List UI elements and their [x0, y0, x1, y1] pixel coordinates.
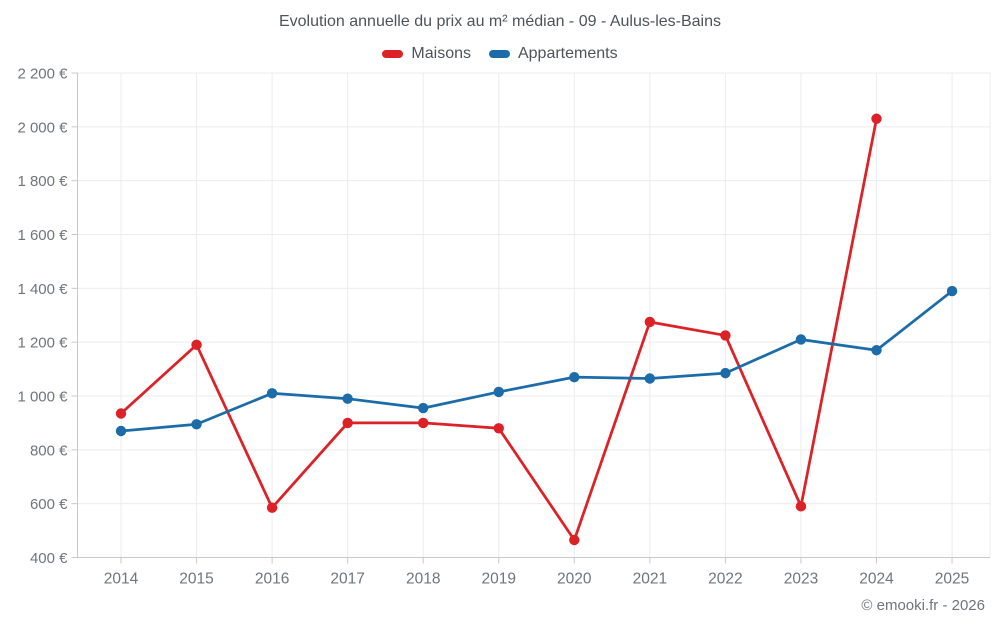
- x-axis-label: 2017: [330, 571, 364, 588]
- data-point-appartements-2018[interactable]: [418, 402, 429, 414]
- x-axis-label: 2025: [935, 571, 969, 588]
- data-point-appartements-2019[interactable]: [493, 386, 504, 398]
- data-point-appartements-2014[interactable]: [115, 425, 127, 437]
- y-axis-label: 1 600 €: [17, 227, 68, 244]
- data-point-maisons-2020[interactable]: [569, 534, 580, 546]
- x-axis-label: 2018: [406, 571, 440, 588]
- data-point-maisons-2017[interactable]: [342, 417, 353, 429]
- legend-item-appartements[interactable]: Appartements: [488, 45, 618, 63]
- data-point-appartements-2017[interactable]: [342, 393, 353, 404]
- y-axis-label: 1 200 €: [17, 335, 68, 352]
- chart-title: Evolution annuelle du prix au m² médian …: [278, 13, 721, 30]
- data-point-appartements-2021[interactable]: [644, 373, 656, 384]
- y-axis-label: 1 800 €: [17, 173, 68, 190]
- data-point-appartements-2020[interactable]: [569, 371, 580, 383]
- y-axis-label: 2 200 €: [17, 66, 68, 83]
- data-point-appartements-2025[interactable]: [946, 285, 958, 297]
- data-point-maisons-2021[interactable]: [644, 316, 656, 328]
- legend-label-maisons: Maisons: [411, 45, 471, 62]
- data-point-appartements-2022[interactable]: [720, 367, 731, 379]
- legend-swatch-appartements-icon: [488, 50, 510, 58]
- x-axis-label: 2022: [708, 571, 742, 588]
- y-axis-label: 2 000 €: [17, 119, 68, 136]
- data-point-appartements-2015[interactable]: [191, 419, 202, 430]
- legend-swatch-maisons-icon: [382, 50, 404, 58]
- legend-label-appartements: Appartements: [517, 45, 618, 62]
- series-line-appartements: [119, 289, 954, 433]
- legend-item-maisons[interactable]: Maisons: [382, 45, 471, 63]
- data-point-maisons-2022[interactable]: [720, 330, 731, 341]
- x-axis-label: 2015: [179, 571, 213, 588]
- x-axis-label: 2024: [859, 571, 894, 588]
- data-point-maisons-2019[interactable]: [493, 423, 504, 434]
- data-point-maisons-2018[interactable]: [418, 417, 429, 429]
- copyright-watermark: © emooki.fr - 2026: [861, 597, 985, 614]
- y-axis-label: 1 400 €: [17, 281, 68, 298]
- y-axis-label: 1 000 €: [17, 389, 68, 406]
- data-point-maisons-2014[interactable]: [115, 408, 127, 419]
- x-axis-label: 2021: [633, 571, 667, 588]
- x-axis-label: 2014: [104, 571, 139, 588]
- data-point-appartements-2023[interactable]: [795, 334, 807, 345]
- y-axis-label: 600 €: [30, 496, 68, 513]
- chart-legend: Maisons Appartements: [0, 45, 1000, 63]
- x-axis-label: 2020: [557, 571, 592, 588]
- y-axis-label: 800 €: [30, 442, 68, 459]
- data-point-maisons-2016[interactable]: [266, 502, 278, 513]
- data-point-maisons-2024[interactable]: [871, 113, 882, 124]
- data-point-appartements-2024[interactable]: [871, 345, 882, 356]
- x-axis-label: 2016: [255, 571, 289, 588]
- data-point-maisons-2023[interactable]: [795, 501, 807, 512]
- x-axis-label: 2023: [784, 571, 818, 588]
- x-axis-label: 2019: [482, 571, 516, 588]
- data-point-maisons-2015[interactable]: [191, 339, 202, 351]
- data-point-appartements-2016[interactable]: [266, 388, 278, 399]
- y-axis-label: 400 €: [30, 550, 68, 567]
